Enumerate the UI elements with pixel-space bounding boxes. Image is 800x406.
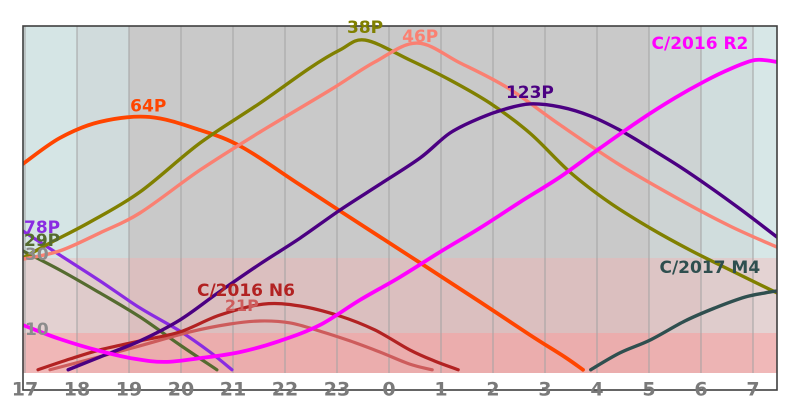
hour-tick-label: 7	[746, 379, 759, 401]
hour-tick-label: 4	[590, 379, 603, 401]
hour-tick-label: 5	[642, 379, 655, 401]
twilight-band	[77, 26, 129, 373]
hour-tick-label: 19	[116, 379, 142, 401]
hour-tick-label: 17	[12, 379, 38, 401]
curve-label-C-2016-N6: C/2016 N6	[197, 281, 295, 301]
hour-tick-label: 0	[382, 379, 395, 401]
twilight-band	[649, 26, 701, 373]
curve-78P	[23, 229, 234, 372]
hour-tick-label: 22	[272, 379, 298, 401]
curve-label-C-2016-R2: C/2016 R2	[652, 34, 749, 54]
hour-tick-label: 6	[694, 379, 707, 401]
hour-tick-label: 2	[486, 379, 499, 401]
hour-tick-label: 1	[434, 379, 447, 401]
curve-38P	[23, 38, 777, 295]
curve-64P	[23, 114, 585, 372]
curve-label-21P: 21P	[225, 296, 259, 315]
hour-tick-label: 23	[324, 379, 350, 401]
curve-C-2016-R2	[23, 57, 777, 364]
plot-frame	[22, 25, 778, 391]
low-altitude-band	[23, 333, 777, 373]
hour-tick-label: 21	[220, 379, 246, 401]
altitude-tick-label: 30	[25, 245, 49, 265]
curve-label-64P: 64P	[130, 97, 166, 117]
hour-tick-label: 3	[538, 379, 551, 401]
curve-29P	[23, 249, 219, 372]
hour-tick-label: 20	[168, 379, 194, 401]
curve-label-C-2017-M4: C/2017 M4	[660, 258, 761, 278]
twilight-band	[23, 26, 77, 373]
curve-label-38P: 38P	[347, 18, 383, 38]
curve-46P	[23, 41, 777, 261]
altitude-tick-label: 10	[25, 320, 49, 340]
curve-C-2017-M4	[589, 289, 777, 372]
curve-label-123P: 123P	[506, 83, 554, 103]
twilight-band	[753, 26, 777, 373]
curve-label-29P: 29P	[24, 231, 60, 251]
curve-label-78P: 78P	[24, 218, 60, 238]
curve-label-46P: 46P	[402, 27, 438, 47]
curve-123P	[66, 102, 777, 372]
hour-tick-label: 18	[64, 379, 90, 401]
